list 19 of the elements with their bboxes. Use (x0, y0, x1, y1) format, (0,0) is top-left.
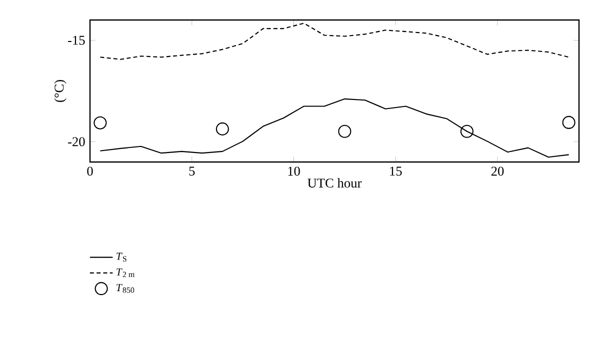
point (338, 124, 352, 138)
point (562, 116, 576, 129)
x-tick-label: 15 (390, 166, 402, 176)
line-series (100, 98, 570, 158)
y-tick-label: -15 (68, 36, 85, 45)
x-tick-label: 10 (288, 166, 300, 176)
y-axis-title: (°C) (54, 80, 66, 102)
point (460, 124, 474, 138)
x-tick-label: 0 (87, 166, 93, 176)
x-tick-label: 20 (491, 166, 504, 176)
line-series (100, 22, 570, 60)
y-tick-label: -20 (68, 137, 85, 146)
x-axis-title: UTC hour (308, 178, 362, 188)
legend-label: T$_{850}$ (116, 284, 134, 293)
legend-label: T$_{S}$ (116, 252, 126, 262)
x-tick-label: 5 (189, 166, 195, 176)
point (94, 116, 107, 130)
point (216, 122, 229, 136)
legend-label: T$_{2 m}$ (116, 268, 135, 278)
